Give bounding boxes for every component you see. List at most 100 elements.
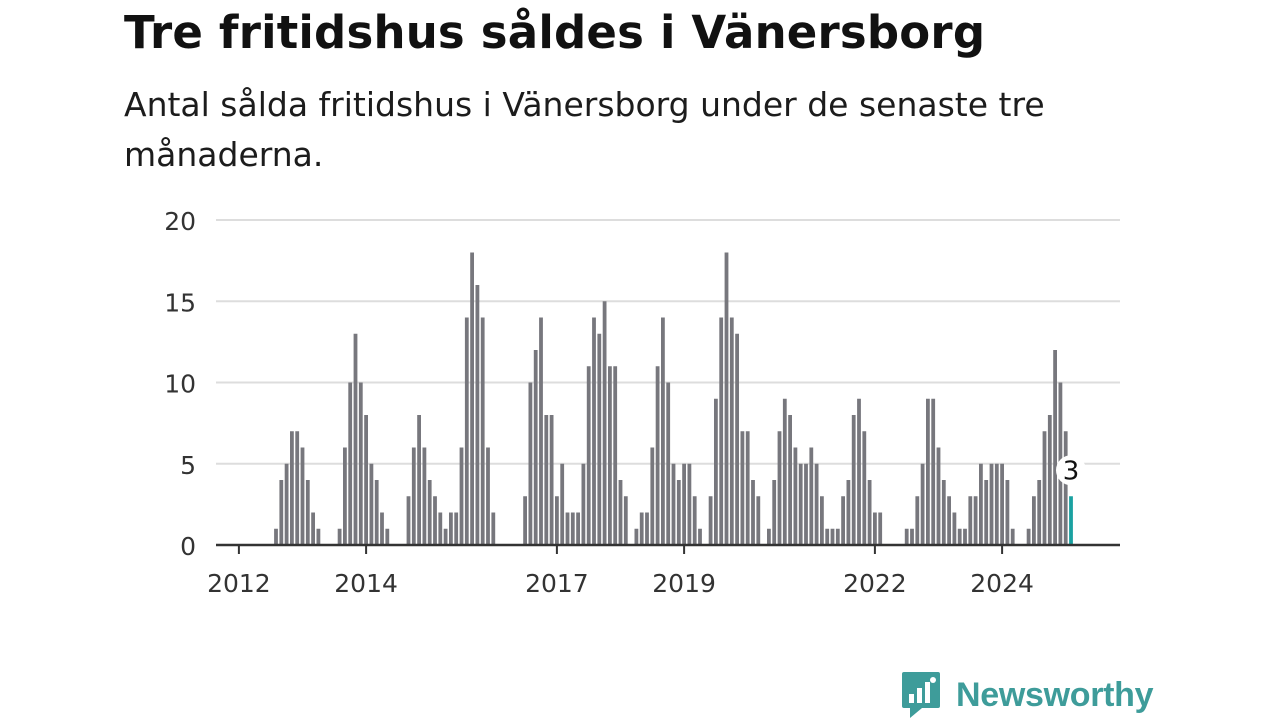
bar <box>867 480 872 545</box>
bar <box>772 480 777 545</box>
bar <box>782 398 787 545</box>
bar <box>682 463 686 545</box>
bar <box>735 333 739 545</box>
bar <box>581 463 586 545</box>
y-tick-label: 15 <box>164 288 196 317</box>
bar <box>300 447 305 545</box>
bar <box>814 463 819 545</box>
bar <box>1010 528 1015 545</box>
newsworthy-brand[interactable]: Newsworthy <box>900 670 1154 720</box>
bar <box>639 512 644 545</box>
bar <box>666 382 671 545</box>
bar <box>979 463 983 545</box>
bar <box>597 333 602 545</box>
bar <box>873 512 877 545</box>
bar <box>910 528 914 545</box>
bar <box>692 496 697 545</box>
bar <box>284 463 289 545</box>
annotations: 3 <box>1056 455 1086 486</box>
y-tick-label: 10 <box>164 370 196 399</box>
bar <box>1053 350 1057 545</box>
bar <box>353 333 358 545</box>
bar <box>788 415 792 545</box>
y-tick-label: 0 <box>180 532 196 561</box>
bar <box>968 496 973 545</box>
bar <box>820 496 824 545</box>
bar <box>676 480 681 545</box>
y-tick-label: 20 <box>164 207 196 236</box>
bar <box>661 317 665 545</box>
bar <box>878 512 883 545</box>
bar <box>364 415 368 545</box>
annotation-value-label: 3 <box>1063 456 1080 486</box>
bar <box>290 431 294 545</box>
x-tick-label: 2012 <box>207 569 271 598</box>
bar <box>592 317 596 545</box>
bar <box>380 512 384 545</box>
bar <box>994 463 999 545</box>
bar <box>745 431 750 545</box>
bar <box>835 528 840 545</box>
bar <box>671 463 676 545</box>
bar <box>470 252 474 545</box>
bar <box>767 528 771 545</box>
bar <box>698 528 702 545</box>
bar <box>1037 480 1042 545</box>
bars <box>274 252 1073 545</box>
chart-title: Tre fritidshus såldes i Vänersborg <box>124 6 986 59</box>
bar <box>851 415 856 545</box>
bar <box>385 528 390 545</box>
bar <box>650 447 655 545</box>
bar <box>957 528 962 545</box>
bar <box>841 496 845 545</box>
chart-subtitle: Antal sålda fritidshus i Vänersborg unde… <box>124 85 1045 174</box>
bar <box>438 512 443 545</box>
bar <box>634 528 639 545</box>
bar <box>809 447 814 545</box>
bar <box>533 350 538 545</box>
axes: 0 5 10 15 20 2012 2014 2017 2019 2022 2024 <box>164 207 1120 598</box>
bar <box>274 528 278 545</box>
bar <box>1032 496 1036 545</box>
bar <box>613 366 618 545</box>
bar <box>1005 480 1010 545</box>
bar <box>544 415 549 545</box>
bar <box>1026 528 1031 545</box>
bar <box>491 512 496 545</box>
bar <box>1069 496 1073 545</box>
bar <box>936 447 941 545</box>
x-tick-label: 2024 <box>970 569 1034 598</box>
bar <box>963 528 967 545</box>
bar <box>539 317 543 545</box>
bar <box>417 415 421 545</box>
x-tick-label: 2017 <box>525 569 589 598</box>
bar <box>486 447 490 545</box>
bar <box>719 317 724 545</box>
x-tick-label: 2019 <box>652 569 716 598</box>
bar-chart-speech-bubble-icon <box>902 672 940 718</box>
bar <box>798 463 803 545</box>
bar <box>348 382 353 545</box>
bar <box>411 447 416 545</box>
bar <box>729 317 734 545</box>
bar <box>316 528 321 545</box>
bar <box>724 252 729 545</box>
x-tick-label: 2014 <box>334 569 398 598</box>
bar <box>1047 415 1052 545</box>
bar <box>941 480 946 545</box>
bar <box>586 366 591 545</box>
brand-name: Newsworthy <box>956 675 1154 714</box>
bar <box>602 301 607 545</box>
bar <box>459 447 464 545</box>
bar <box>337 528 342 545</box>
bar <box>740 431 745 545</box>
bar <box>576 512 580 545</box>
bar <box>804 463 808 545</box>
bar <box>311 512 315 545</box>
bar <box>480 317 485 545</box>
bar <box>570 512 575 545</box>
bar <box>464 317 469 545</box>
bar <box>708 496 713 545</box>
bar <box>777 431 782 545</box>
bar <box>358 382 363 545</box>
